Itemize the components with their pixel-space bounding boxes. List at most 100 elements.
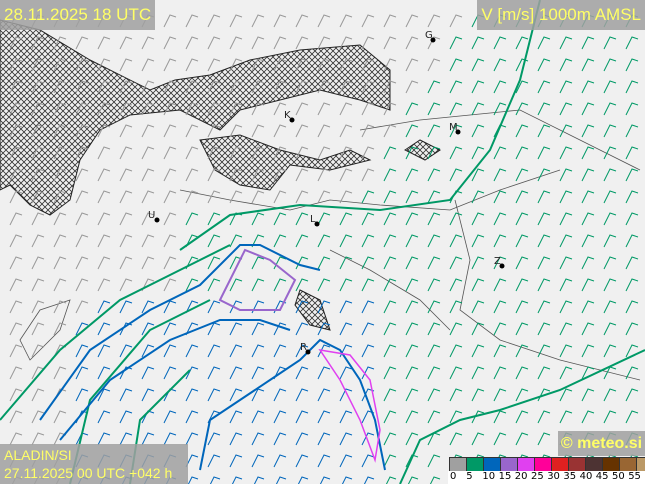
wind-barb: [163, 234, 177, 248]
wind-barb: [339, 256, 353, 270]
wind-barb: [603, 322, 617, 336]
wind-barb: [603, 190, 617, 204]
wind-barb: [361, 278, 375, 292]
wind-barb: [231, 476, 243, 484]
wind-barb: [581, 212, 595, 226]
wind-barb: [53, 256, 67, 270]
wind-barb: [119, 36, 133, 50]
wind-barb: [229, 344, 243, 358]
wind-barb: [383, 410, 397, 424]
wind-barb: [75, 146, 89, 160]
wind-barb: [229, 58, 243, 72]
wind-barb: [53, 58, 67, 72]
wind-barb: [9, 80, 23, 94]
wind-barb: [229, 234, 243, 248]
wind-barb: [251, 14, 265, 28]
wind-barb: [31, 124, 45, 138]
wind-barb: [383, 234, 397, 248]
wind-barb: [163, 58, 177, 72]
wind-barb: [449, 14, 463, 28]
wind-barb: [75, 190, 89, 204]
wind-barb: [185, 14, 199, 28]
wind-barb: [537, 344, 551, 358]
wind-barb: [559, 256, 573, 270]
wind-barb: [31, 80, 45, 94]
wind-barb: [515, 234, 529, 248]
wind-barb: [581, 388, 595, 402]
wind-barb: [317, 344, 331, 358]
wind-barb: [493, 80, 507, 94]
wind-barb: [339, 278, 353, 292]
wind-barb: [471, 388, 485, 402]
wind-barb: [141, 190, 155, 204]
wind-barb: [493, 388, 507, 402]
wind-barb: [207, 234, 221, 248]
wind-barb: [273, 14, 287, 28]
wind-barb: [537, 366, 551, 380]
wind-barb: [427, 102, 441, 116]
wind-barb: [273, 80, 287, 94]
wind-barb: [251, 168, 265, 182]
wind-barb: [229, 146, 243, 160]
wind-barb: [537, 168, 551, 182]
wind-barb: [339, 124, 353, 138]
wind-barb: [273, 388, 287, 402]
wind-barb: [427, 234, 441, 248]
wind-barb: [603, 36, 617, 50]
wind-barb: [317, 366, 331, 380]
wind-barb: [515, 102, 529, 116]
wind-barb: [625, 256, 639, 270]
wind-barb: [9, 36, 23, 50]
legend-swatch: [517, 457, 535, 472]
legend-swatch: [619, 457, 637, 472]
wind-barb: [493, 432, 507, 446]
wind-barb: [75, 36, 89, 50]
wind-barb: [317, 410, 331, 424]
wind-barb: [97, 102, 111, 116]
wind-barb: [207, 58, 221, 72]
wind-barb: [471, 278, 485, 292]
wind-barb: [449, 102, 463, 116]
wind-barb: [187, 476, 199, 484]
wind-barb: [207, 102, 221, 116]
legend-swatch: [585, 457, 603, 472]
wind-barb: [581, 234, 595, 248]
wind-barb: [75, 168, 89, 182]
wind-barb: [9, 234, 23, 248]
wind-barb: [449, 388, 463, 402]
wind-barb: [31, 58, 45, 72]
wind-barb: [339, 80, 353, 94]
wind-barb: [361, 102, 375, 116]
wind-barb: [75, 212, 89, 226]
wind-barb: [537, 36, 551, 50]
wind-barb: [383, 212, 397, 226]
wind-barb: [603, 410, 617, 424]
wind-barb: [603, 278, 617, 292]
wind-barb: [603, 300, 617, 314]
wind-barb: [97, 124, 111, 138]
wind-barb: [317, 36, 331, 50]
wind-barb: [273, 124, 287, 138]
wind-barb: [97, 80, 111, 94]
legend-swatch: [500, 457, 518, 472]
wind-barb: [75, 80, 89, 94]
wind-barb: [361, 454, 375, 468]
wind-barb: [493, 190, 507, 204]
wind-barb: [471, 36, 485, 50]
wind-barb: [383, 366, 397, 380]
wind-barb: [9, 388, 23, 402]
wind-barb: [31, 366, 45, 380]
wind-barb: [163, 80, 177, 94]
wind-barb: [273, 168, 287, 182]
wind-barb: [537, 432, 551, 446]
wind-barb: [207, 168, 221, 182]
wind-barb: [229, 410, 243, 424]
wind-barb: [297, 476, 309, 484]
wind-barb: [251, 344, 265, 358]
wind-barb: [295, 190, 309, 204]
wind-barb: [427, 256, 441, 270]
wind-barb: [515, 300, 529, 314]
wind-barb: [317, 256, 331, 270]
wind-barb: [471, 256, 485, 270]
wind-barb: [493, 300, 507, 314]
